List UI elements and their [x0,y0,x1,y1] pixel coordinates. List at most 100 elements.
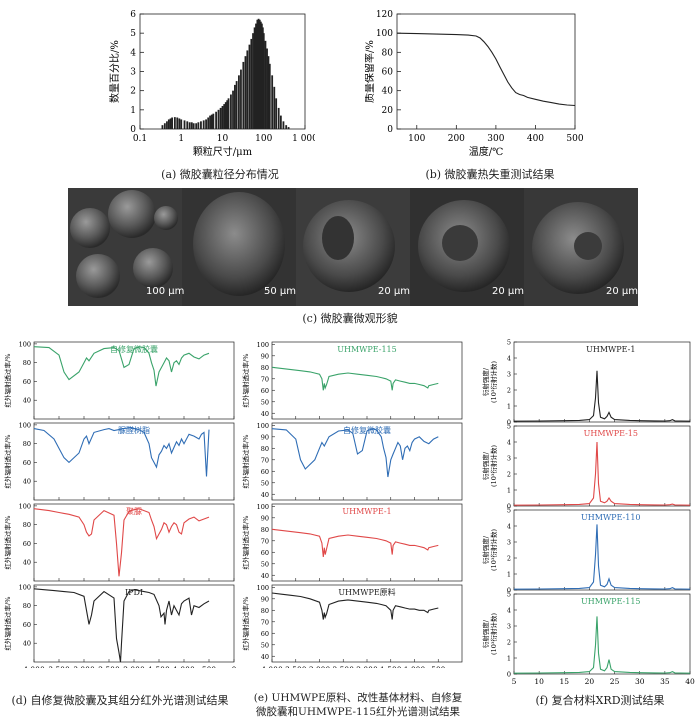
y-tick-label: 80 [382,48,394,58]
bar [271,75,274,129]
subplot-title: UHMWPE原料 [338,587,395,597]
scale-bar-4: 20 μm [492,286,525,297]
bar [205,119,207,129]
y-tick-label: 60 [261,468,269,476]
x-tick-label: 1 000 [404,665,426,668]
y-tick-label: 0 [507,503,511,511]
series-line [513,616,691,674]
bar [253,27,256,130]
y-axis-label: 红外辐射透过率/% [3,435,12,489]
bar [176,117,179,129]
bar [217,109,220,129]
scale-bar-1: 100 μm [146,286,185,297]
x-tick-label: 500 [566,134,583,144]
x-tick-label: 1 [178,134,184,144]
bar [226,100,229,129]
y-tick-label: 5 [507,423,511,431]
bar [242,61,245,129]
y-tick-label: 4 [130,48,136,58]
y-tick-label: 100 [257,341,269,349]
bar [285,125,288,129]
subplot-title: 脲醛树脂 [118,425,150,435]
y-tick-label: 100 [19,502,31,510]
bar [210,114,213,129]
x-tick-label: 1 500 [148,665,170,668]
y-tick-label: 4 [507,355,511,363]
series-line [33,346,210,387]
y-axis-label-unit: (10³衍射计数) [489,361,498,403]
x-tick-label: 0.1 [133,134,147,144]
caption-c: (c) 微胶囊微观形貌 [302,312,398,325]
y-tick-label: 100 [376,29,393,39]
bar [219,107,222,129]
caption-a: (a) 微胶囊粒径分布情况 [161,168,279,181]
bar [277,107,280,129]
bar [262,33,265,129]
sem-micrographs [68,188,638,306]
y-axis-label-unit: (10³衍射计数) [489,529,498,571]
x-tick-label: 10 [217,134,229,144]
scale-bar-5: 20 μm [606,286,638,297]
bar [209,115,211,129]
y-axis-label: 衍射强度/ [481,619,490,648]
y-tick-label: 40 [261,572,269,580]
y-axis-label: 红外辐射透过率/% [242,597,250,651]
bar [250,38,253,129]
y-axis-label: 衍射强度/ [481,535,490,564]
y-tick-label: 5 [507,591,511,599]
caption-b: (b) 微胶囊热失重测试结果 [425,168,555,181]
bar [167,119,170,129]
y-tick-label: 3 [507,371,511,379]
y-axis-label-unit: (10³衍射计数) [489,445,498,487]
bar [252,33,254,129]
y-tick-label: 60 [261,549,269,557]
x-tick-label: 1 000 [173,665,195,668]
y-tick-label: 50 [261,398,269,406]
x-tick-label: 4 000 [261,665,283,668]
x-tick-label: 30 [635,677,645,686]
caption-e-line1: (e) UHMWPE原料、改性基体材料、自修复 [253,692,463,704]
x-tick-label: 10 [534,677,544,686]
y-tick-label: 80 [23,521,31,529]
y-tick-label: 70 [261,618,269,626]
x-axis-label: 温度/℃ [469,145,504,158]
y-axis-label: 衍射强度/ [481,367,490,396]
x-tick-label: 2 500 [98,665,120,668]
y-axis-label: 衍射强度/ [481,451,490,480]
bar [234,84,236,129]
bar [267,56,270,129]
bar [173,117,176,129]
y-tick-label: 80 [261,445,269,453]
bar [248,44,251,129]
subplot-title: UHMWPE-115 [581,597,640,606]
y-tick-label: 60 [23,459,31,467]
subplot-title: UHMWPE-1 [342,507,391,516]
series-line [513,524,691,590]
y-axis-label: 红外辐射透过率/% [3,597,12,651]
x-tick-label: 400 [527,134,544,144]
x-tick-label: 3 000 [309,665,331,668]
bar [238,75,240,129]
bar [264,40,267,130]
chart-e-ir-composites: 40 50 60 70 80 90 100 红外辐射透过率/% UHMWPE-115 40 50 60… [242,341,463,668]
caption-f: (f) 复合材料XRD测试结果 [535,694,665,707]
bar [197,122,200,129]
y-axis-label-unit: (10³衍射计数) [489,613,498,655]
bar [183,120,186,129]
y-tick-label: 80 [23,440,31,448]
y-tick-label: 40 [23,478,31,486]
x-tick-label: 15 [560,677,570,686]
y-tick-label: 6 [130,10,136,20]
y-tick-label: 40 [23,559,31,567]
y-tick-label: 60 [261,387,269,395]
bar [246,50,249,129]
y-axis-label: 红外辐射透过率/% [242,354,250,408]
y-tick-label: 60 [382,68,394,78]
y-tick-label: 100 [257,503,269,511]
y-tick-label: 100 [257,584,269,592]
y-tick-label: 50 [261,641,269,649]
y-tick-label: 0 [387,125,393,135]
bar [275,98,278,129]
y-tick-label: 0 [507,587,511,595]
y-tick-label: 40 [261,653,269,661]
